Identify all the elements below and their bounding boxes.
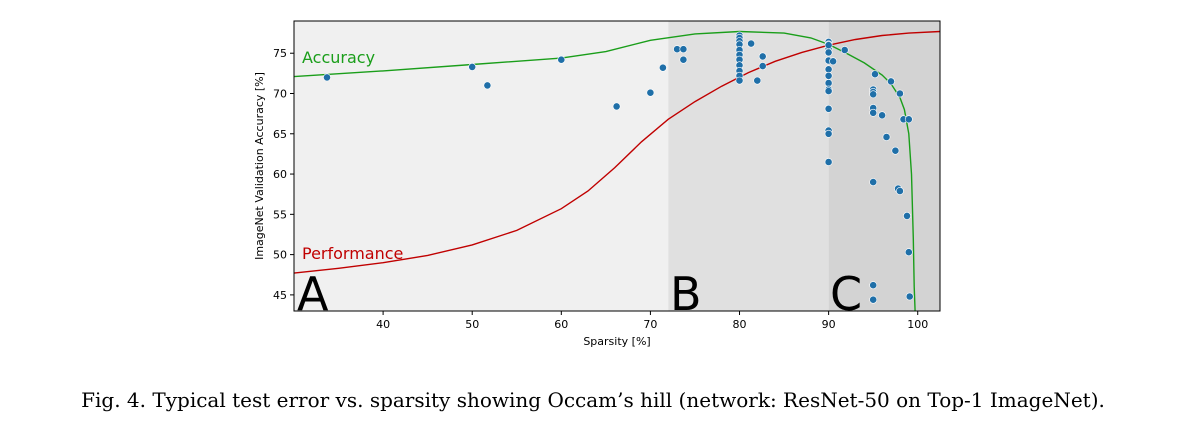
data-point xyxy=(735,76,744,85)
data-point xyxy=(753,76,762,85)
data-point xyxy=(824,71,833,80)
data-point xyxy=(824,129,833,138)
data-point xyxy=(891,146,900,155)
data-point xyxy=(758,52,767,61)
y-tick-label: 50 xyxy=(273,249,287,262)
data-point xyxy=(659,63,667,72)
accuracy-curve xyxy=(293,30,916,312)
data-point xyxy=(840,46,849,54)
data-point xyxy=(869,108,878,117)
data-point xyxy=(646,88,655,97)
data-point xyxy=(869,281,878,290)
y-tick-label: 45 xyxy=(273,289,287,302)
x-tick-label: 60 xyxy=(554,318,568,331)
y-axis-ticks: 45 50 55 60 65 70 75 xyxy=(273,47,294,302)
sparsity-regions xyxy=(294,21,940,311)
data-point xyxy=(679,45,688,54)
x-tick-label: 70 xyxy=(643,318,657,331)
y-axis-label: ImageNet Validation Accuracy [%] xyxy=(253,72,266,260)
data-points-layer xyxy=(323,31,914,304)
data-point xyxy=(829,57,837,66)
data-point xyxy=(878,111,886,120)
accuracy-curve-label: Accuracy xyxy=(302,48,375,67)
data-point xyxy=(679,55,688,64)
data-point xyxy=(869,295,878,304)
x-tick-label: 80 xyxy=(733,318,747,331)
region-label-c: C xyxy=(830,267,862,321)
x-axis-ticks: 40 50 60 70 80 90 100 xyxy=(376,311,928,331)
data-point xyxy=(904,115,913,124)
data-point xyxy=(468,63,477,71)
data-point xyxy=(904,248,913,257)
data-point xyxy=(483,81,492,90)
data-point xyxy=(824,104,833,113)
data-point xyxy=(824,87,833,95)
data-point xyxy=(869,178,878,186)
y-tick-label: 55 xyxy=(273,208,287,221)
region-c-band xyxy=(828,21,940,311)
data-point xyxy=(887,77,895,86)
performance-curve xyxy=(293,30,941,274)
data-point xyxy=(882,133,891,141)
y-tick-label: 60 xyxy=(273,168,287,181)
x-tick-label: 100 xyxy=(907,318,928,331)
data-point xyxy=(824,158,833,166)
x-axis-label: Sparsity [%] xyxy=(583,335,650,348)
data-point xyxy=(824,65,833,74)
region-label-a: A xyxy=(297,267,329,321)
x-tick-label: 50 xyxy=(465,318,479,331)
region-a-band xyxy=(294,21,669,311)
data-point xyxy=(871,70,879,79)
data-point xyxy=(323,73,331,82)
data-point xyxy=(903,211,911,220)
figure-caption: Fig. 4. Typical test error vs. sparsity … xyxy=(81,388,1105,412)
data-point xyxy=(896,89,904,98)
data-point xyxy=(758,62,767,70)
data-point xyxy=(869,90,878,99)
data-point xyxy=(557,55,566,64)
x-tick-label: 40 xyxy=(376,318,390,331)
data-point xyxy=(896,187,904,195)
data-point xyxy=(824,48,833,57)
region-b-band xyxy=(668,21,829,311)
x-tick-label: 90 xyxy=(822,318,836,331)
plot-frame xyxy=(293,20,941,312)
data-point xyxy=(747,39,755,48)
y-tick-label: 65 xyxy=(273,128,287,141)
data-point xyxy=(612,102,621,111)
y-tick-label: 75 xyxy=(273,47,287,60)
data-point xyxy=(905,292,914,301)
data-point xyxy=(824,79,833,87)
region-label-b: B xyxy=(670,267,702,321)
y-tick-label: 70 xyxy=(273,88,287,101)
data-point xyxy=(824,41,833,50)
performance-curve-label: Performance xyxy=(302,244,403,263)
curves-layer xyxy=(293,30,941,312)
